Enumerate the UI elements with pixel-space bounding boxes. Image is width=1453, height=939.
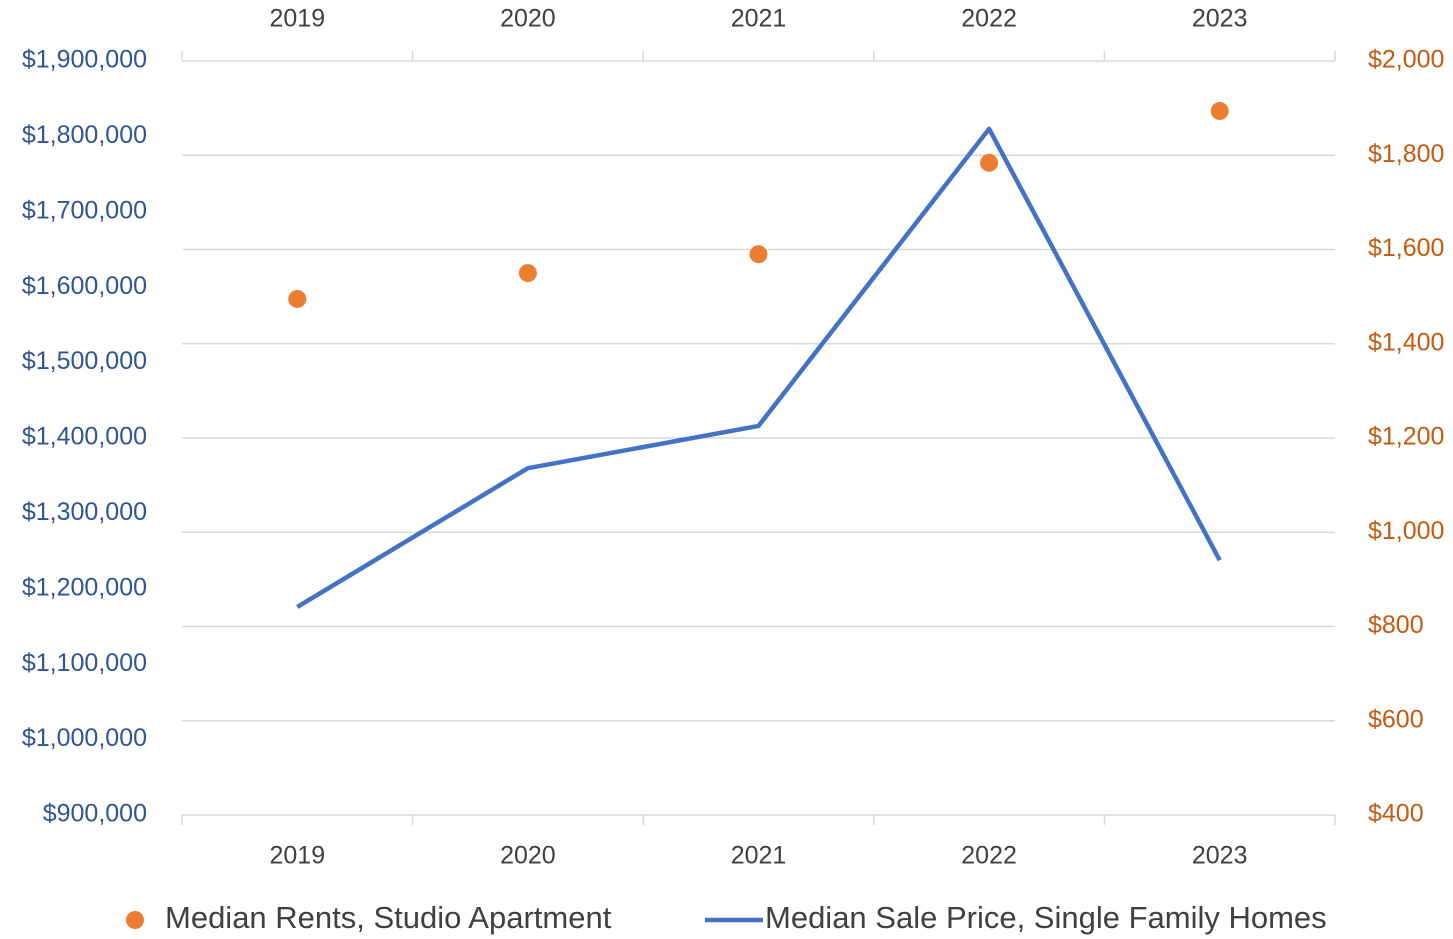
y-tick-label: $1,200,000 [22, 573, 147, 601]
y2-tick-label: $400 [1368, 800, 1424, 828]
y2-tick-label: $1,000 [1368, 517, 1444, 545]
data-point [288, 289, 307, 308]
y-tick-label: $1,300,000 [22, 498, 147, 526]
legend-marker [126, 911, 144, 929]
y2-tick-label: $1,200 [1368, 423, 1444, 451]
x-tick-label: 2020 [500, 842, 556, 870]
x-tick-label: 2022 [961, 842, 1017, 870]
y-tick-label: $1,800,000 [22, 121, 147, 149]
data-line [296, 126, 1222, 609]
y2-tick-label: $600 [1368, 705, 1424, 733]
data-point [980, 153, 999, 172]
x-tick-label-top: 2023 [1192, 5, 1248, 33]
data-point [749, 245, 768, 264]
y-tick-label: $1,700,000 [22, 196, 147, 224]
x-tick-label-top: 2021 [731, 5, 787, 33]
y2-tick-label: $1,600 [1368, 234, 1444, 262]
x-tick-label-top: 2019 [269, 5, 325, 33]
y-tick-label: $1,600,000 [22, 272, 147, 300]
x-tick-label: 2023 [1192, 842, 1248, 870]
y-tick-label: $900,000 [43, 800, 147, 828]
y2-tick-label: $1,400 [1368, 328, 1444, 356]
x-tick-label: 2019 [269, 842, 325, 870]
y-tick-label: $1,500,000 [22, 347, 147, 375]
y-tick-label: $1,900,000 [22, 46, 147, 74]
y2-tick-label: $1,800 [1368, 140, 1444, 168]
y-tick-label: $1,400,000 [22, 423, 147, 451]
legend-label: Median Sale Price, Single Family Homes [765, 900, 1327, 935]
x-tick-label-top: 2020 [500, 5, 556, 33]
y2-tick-label: $800 [1368, 611, 1424, 639]
x-tick-label-top: 2022 [961, 5, 1017, 33]
x-tick-label: 2021 [731, 842, 787, 870]
data-point [1210, 101, 1229, 120]
y-tick-label: $1,100,000 [22, 649, 147, 677]
y2-tick-label: $2,000 [1368, 46, 1444, 74]
data-point [518, 264, 537, 283]
legend-label: Median Rents, Studio Apartment [165, 900, 612, 935]
y-tick-label: $1,000,000 [22, 724, 147, 752]
